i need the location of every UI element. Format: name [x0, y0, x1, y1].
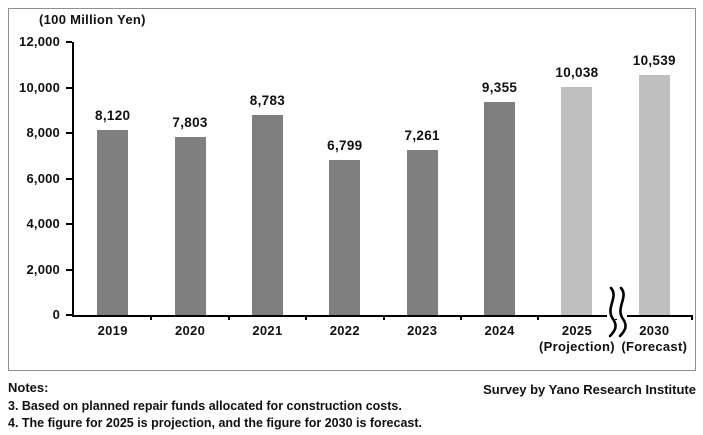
chart-frame: (100 Million Yen) 12,000 10,000 8,000 6,000… [8, 8, 696, 371]
y-axis-tick-mark [66, 132, 72, 134]
y-axis-tick-mark [66, 314, 72, 316]
y-axis-tick-label: 12,000 [19, 34, 60, 49]
bar-value-label: 6,799 [327, 138, 363, 153]
bar-2025 [561, 87, 593, 315]
x-axis-tick-mark [459, 315, 462, 320]
bar-2021 [251, 115, 283, 315]
x-axis-label: 2025 (Projection) [529, 323, 625, 355]
bar-2023 [406, 150, 438, 315]
bar-2024 [484, 102, 516, 315]
y-axis-tick-mark [66, 86, 72, 89]
x-axis-tick-mark [382, 315, 385, 320]
x-axis-year: 2019 [97, 323, 128, 338]
y-axis-tick-mark [66, 41, 72, 43]
bar-2020 [174, 137, 206, 315]
x-axis-label: 2020 [142, 323, 238, 339]
x-axis-year: 2021 [252, 323, 283, 338]
note-line-3: 3. Based on planned repair funds allocat… [8, 399, 402, 413]
x-axis-tick-mark [614, 315, 617, 320]
bar-value-label: 7,803 [172, 115, 208, 130]
y-axis-tick-label: 4,000 [26, 216, 60, 231]
y-axis-unit-label: (100 Million Yen) [39, 12, 146, 27]
note-line-4: 4. The figure for 2025 is projection, an… [8, 416, 423, 430]
x-axis-year: 2020 [175, 323, 206, 338]
y-axis-tick-label: 10,000 [19, 79, 60, 95]
bar-value-label: 7,261 [404, 128, 440, 143]
bar-2022 [329, 160, 361, 315]
bar-value-label: 10,539 [632, 53, 676, 68]
x-axis-year: 2024 [484, 323, 515, 338]
x-axis-tick-mark [305, 315, 308, 320]
y-axis-tick-mark [66, 268, 72, 271]
x-axis-tick-mark [150, 315, 153, 320]
x-axis-label: 2024 [452, 323, 548, 339]
x-axis-sublabel: (Forecast) [621, 339, 688, 354]
bar-2030 [638, 75, 670, 315]
x-axis-year: 2030 [639, 323, 670, 338]
bar-value-label: 8,120 [95, 108, 131, 123]
x-axis-label: 2019 [65, 323, 161, 339]
y-axis-tick-label: 2,000 [26, 261, 60, 277]
x-axis-year: 2023 [407, 323, 438, 338]
bar-value-label: 10,038 [555, 65, 599, 80]
y-axis-tick-label: 6,000 [26, 170, 60, 186]
plot-area: 12,000 10,000 8,000 6,000 4,000 2,000 0 8,120 20… [19, 34, 693, 354]
y-axis-tick-label: 8,000 [26, 125, 60, 140]
x-axis-sublabel: (Projection) [539, 339, 615, 354]
x-axis-tick-mark [227, 315, 230, 320]
survey-credit: Survey by Yano Research Institute [483, 382, 696, 397]
x-axis-label: 2022 [297, 323, 393, 339]
y-axis-tick-label: 0 [52, 307, 60, 322]
bar-2019 [97, 130, 129, 315]
y-axis-tick-mark [66, 177, 72, 180]
bar-value-label: 9,355 [481, 80, 518, 95]
x-axis-tick-mark [691, 315, 693, 320]
notes-title: Notes: [8, 380, 49, 395]
bar-value-label: 8,783 [249, 93, 286, 108]
x-axis-label: 2021 [219, 323, 315, 339]
x-axis-year: 2022 [329, 323, 360, 338]
x-axis-year: 2025 [561, 323, 592, 338]
x-axis-label: 2030 (Forecast) [606, 323, 702, 355]
y-axis-tick-mark [66, 223, 72, 225]
x-axis-tick-mark [537, 315, 540, 320]
x-axis-label: 2023 [374, 323, 470, 339]
